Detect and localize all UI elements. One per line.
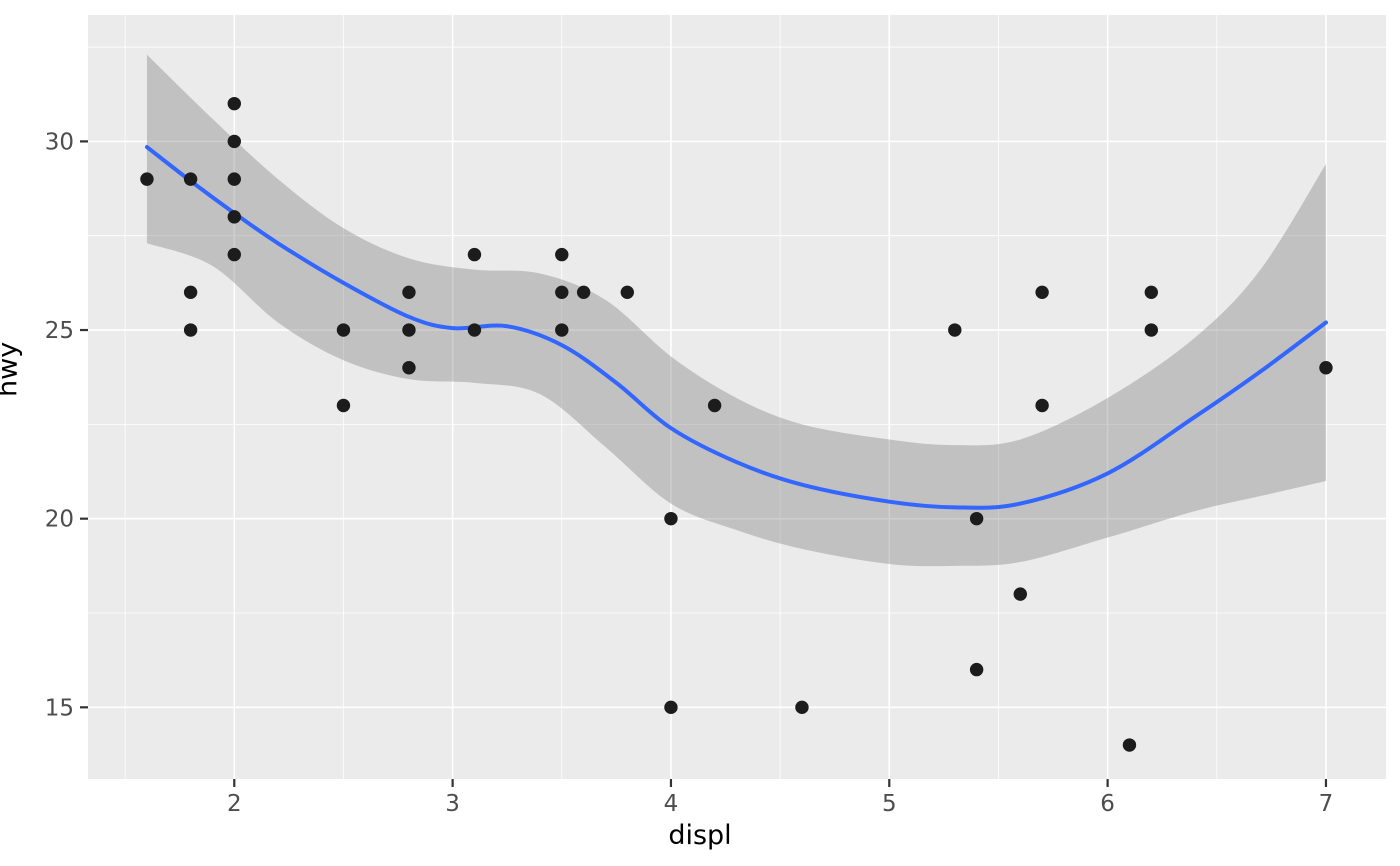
data-point	[1144, 323, 1158, 337]
data-point	[467, 247, 482, 262]
x-tick-label-6: 6	[1100, 791, 1115, 817]
data-point	[1144, 285, 1158, 300]
data-point	[140, 172, 154, 186]
data-point	[183, 323, 198, 337]
y-tick-label-30: 30	[45, 129, 74, 155]
data-point	[183, 285, 198, 300]
data-point	[576, 285, 591, 300]
data-point	[227, 247, 241, 262]
data-point	[183, 172, 198, 186]
data-point	[402, 285, 416, 300]
data-point	[664, 700, 678, 715]
data-point	[1035, 285, 1049, 300]
y-axis-title: hwy	[0, 341, 24, 397]
data-point	[1013, 587, 1027, 601]
data-point	[555, 285, 569, 300]
data-point	[227, 210, 241, 224]
data-point	[969, 662, 984, 677]
data-point	[1035, 398, 1049, 413]
x-tick-label-7: 7	[1319, 791, 1334, 817]
smooth-line	[144, 145, 1328, 510]
x-tick-label-4: 4	[664, 791, 679, 817]
data-point	[555, 247, 569, 262]
x-axis-title: displ	[668, 820, 732, 851]
data-point	[948, 323, 962, 337]
plot-panel	[88, 15, 1386, 779]
data-point	[969, 511, 984, 526]
data-point	[336, 323, 351, 337]
y-tick-label-20: 20	[45, 507, 74, 533]
data-point	[227, 134, 241, 149]
data-point	[402, 323, 416, 337]
y-tick-label-25: 25	[45, 318, 74, 344]
data-point	[336, 398, 351, 413]
data-point	[227, 172, 241, 186]
data-point	[1122, 738, 1137, 752]
confidence-ribbon	[146, 54, 1326, 567]
data-point	[555, 323, 569, 337]
data-point	[620, 285, 634, 300]
data-point	[1319, 361, 1333, 375]
x-tick-label-3: 3	[445, 791, 460, 817]
data-point	[227, 96, 241, 111]
x-tick-label-2: 2	[227, 791, 242, 817]
data-point	[467, 323, 482, 337]
data-point	[664, 511, 678, 526]
data-point	[402, 361, 416, 375]
data-point	[707, 398, 722, 413]
data-point	[795, 700, 809, 715]
y-tick-label-15: 15	[45, 695, 74, 721]
x-tick-label-5: 5	[882, 791, 897, 817]
